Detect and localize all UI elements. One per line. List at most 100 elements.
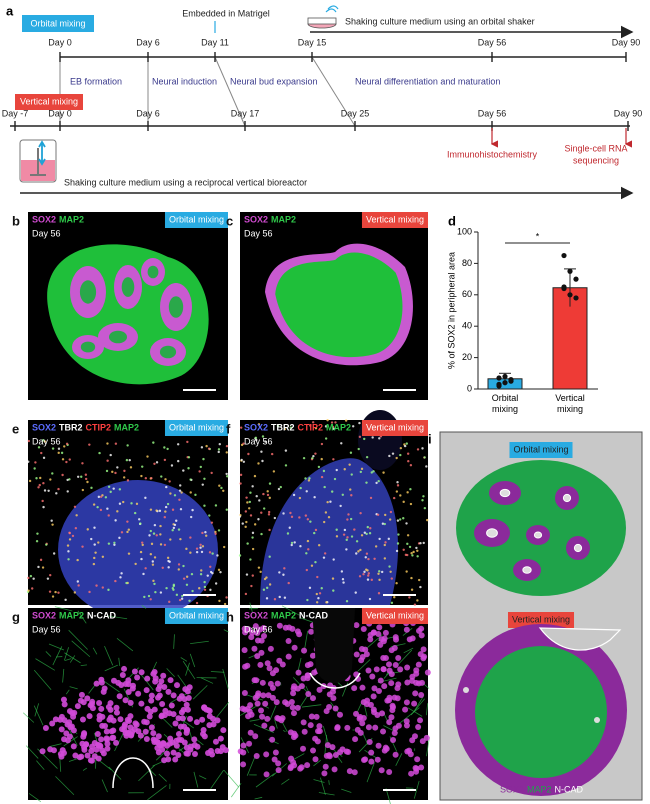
nucleus: [354, 726, 361, 733]
rosette-core: [79, 280, 97, 304]
cell: [292, 493, 296, 497]
cell: [189, 536, 192, 539]
nucleus: [386, 661, 393, 668]
cell: [217, 450, 220, 454]
cell: [188, 599, 191, 602]
nucleus: [388, 671, 395, 678]
micrograph-panel: h SOX2 MAP2 N-CAD Day 56 Vertical mixing: [226, 602, 431, 804]
cell: [65, 460, 68, 464]
nucleus: [71, 709, 78, 716]
cell: [163, 516, 166, 519]
cell: [367, 557, 370, 561]
fiber: [255, 773, 275, 788]
cell: [200, 446, 204, 449]
nucleus: [68, 723, 75, 730]
fiber: [48, 743, 62, 748]
condition-label: Orbital mixing: [169, 422, 224, 432]
cell: [365, 481, 368, 484]
fiber: [210, 769, 224, 789]
cell: [273, 516, 277, 520]
cell: [363, 437, 366, 441]
nucleus: [70, 743, 77, 750]
cell: [374, 545, 378, 548]
cell: [305, 552, 308, 555]
cell: [222, 489, 225, 492]
cell: [209, 588, 212, 592]
nucleus: [368, 749, 375, 756]
nucleus: [175, 731, 182, 738]
nucleus: [254, 637, 261, 644]
cell: [152, 579, 155, 583]
nucleus: [307, 722, 314, 729]
notch: [538, 627, 622, 651]
stain-label: MAP2: [59, 214, 84, 224]
cell: [350, 535, 354, 538]
nucleus: [214, 747, 221, 754]
cell: [185, 575, 189, 578]
nucleus: [183, 701, 190, 708]
cell: [151, 560, 154, 563]
nucleus: [84, 695, 91, 702]
nucleus: [179, 715, 186, 722]
cell: [172, 526, 176, 530]
nucleus: [273, 667, 280, 674]
nucleus: [52, 716, 59, 723]
cell: [253, 474, 257, 478]
nucleus: [131, 668, 138, 675]
cell: [395, 549, 399, 553]
nucleus: [371, 685, 378, 692]
fiber: [313, 759, 322, 767]
nucleus: [329, 744, 336, 751]
micrograph-panel: f SOX2 TBR2 CTIP2 MAP2 Day 56 Vertical mixing: [226, 410, 429, 606]
cell: [287, 581, 290, 585]
cell: [284, 449, 288, 452]
cell: [177, 568, 180, 571]
data-point: [567, 268, 573, 274]
rosette-lumen: [533, 531, 543, 539]
cell: [47, 489, 50, 492]
cell: [190, 572, 194, 576]
cell: [373, 557, 376, 560]
cell: [302, 456, 306, 460]
nucleus: [122, 721, 129, 728]
cell: [365, 552, 369, 555]
cell: [399, 518, 402, 521]
cell: [214, 582, 218, 585]
cell: [140, 474, 143, 478]
nucleus: [81, 746, 88, 753]
fiber: [410, 698, 425, 716]
cell: [218, 442, 221, 446]
cell: [344, 419, 348, 422]
nucleus: [144, 675, 151, 682]
cell: [189, 515, 193, 519]
cell: [165, 586, 168, 590]
cell: [127, 552, 131, 555]
rosette-lumen: [522, 566, 532, 574]
nucleus: [312, 756, 319, 763]
nucleus: [368, 758, 375, 765]
panel-letter: c: [226, 213, 233, 228]
cell: [198, 587, 201, 590]
cell: [155, 534, 158, 537]
nucleus: [100, 750, 107, 757]
fiber: [71, 640, 91, 658]
day-label: Day 56: [244, 228, 273, 238]
cell: [148, 534, 151, 537]
orbital-tag: [22, 15, 94, 32]
cell: [239, 473, 243, 477]
cell: [238, 554, 242, 557]
nucleus: [125, 681, 132, 688]
nucleus: [404, 679, 411, 686]
fiber: [366, 762, 375, 783]
cell: [153, 582, 156, 586]
cell: [268, 528, 271, 532]
nucleus: [74, 703, 81, 710]
nucleus: [362, 756, 369, 763]
cell: [40, 451, 43, 455]
nucleus: [173, 742, 180, 749]
nucleus: [388, 714, 395, 721]
nucleus: [365, 724, 372, 731]
cell: [289, 511, 292, 515]
cell: [116, 466, 119, 469]
cell: [153, 462, 156, 466]
